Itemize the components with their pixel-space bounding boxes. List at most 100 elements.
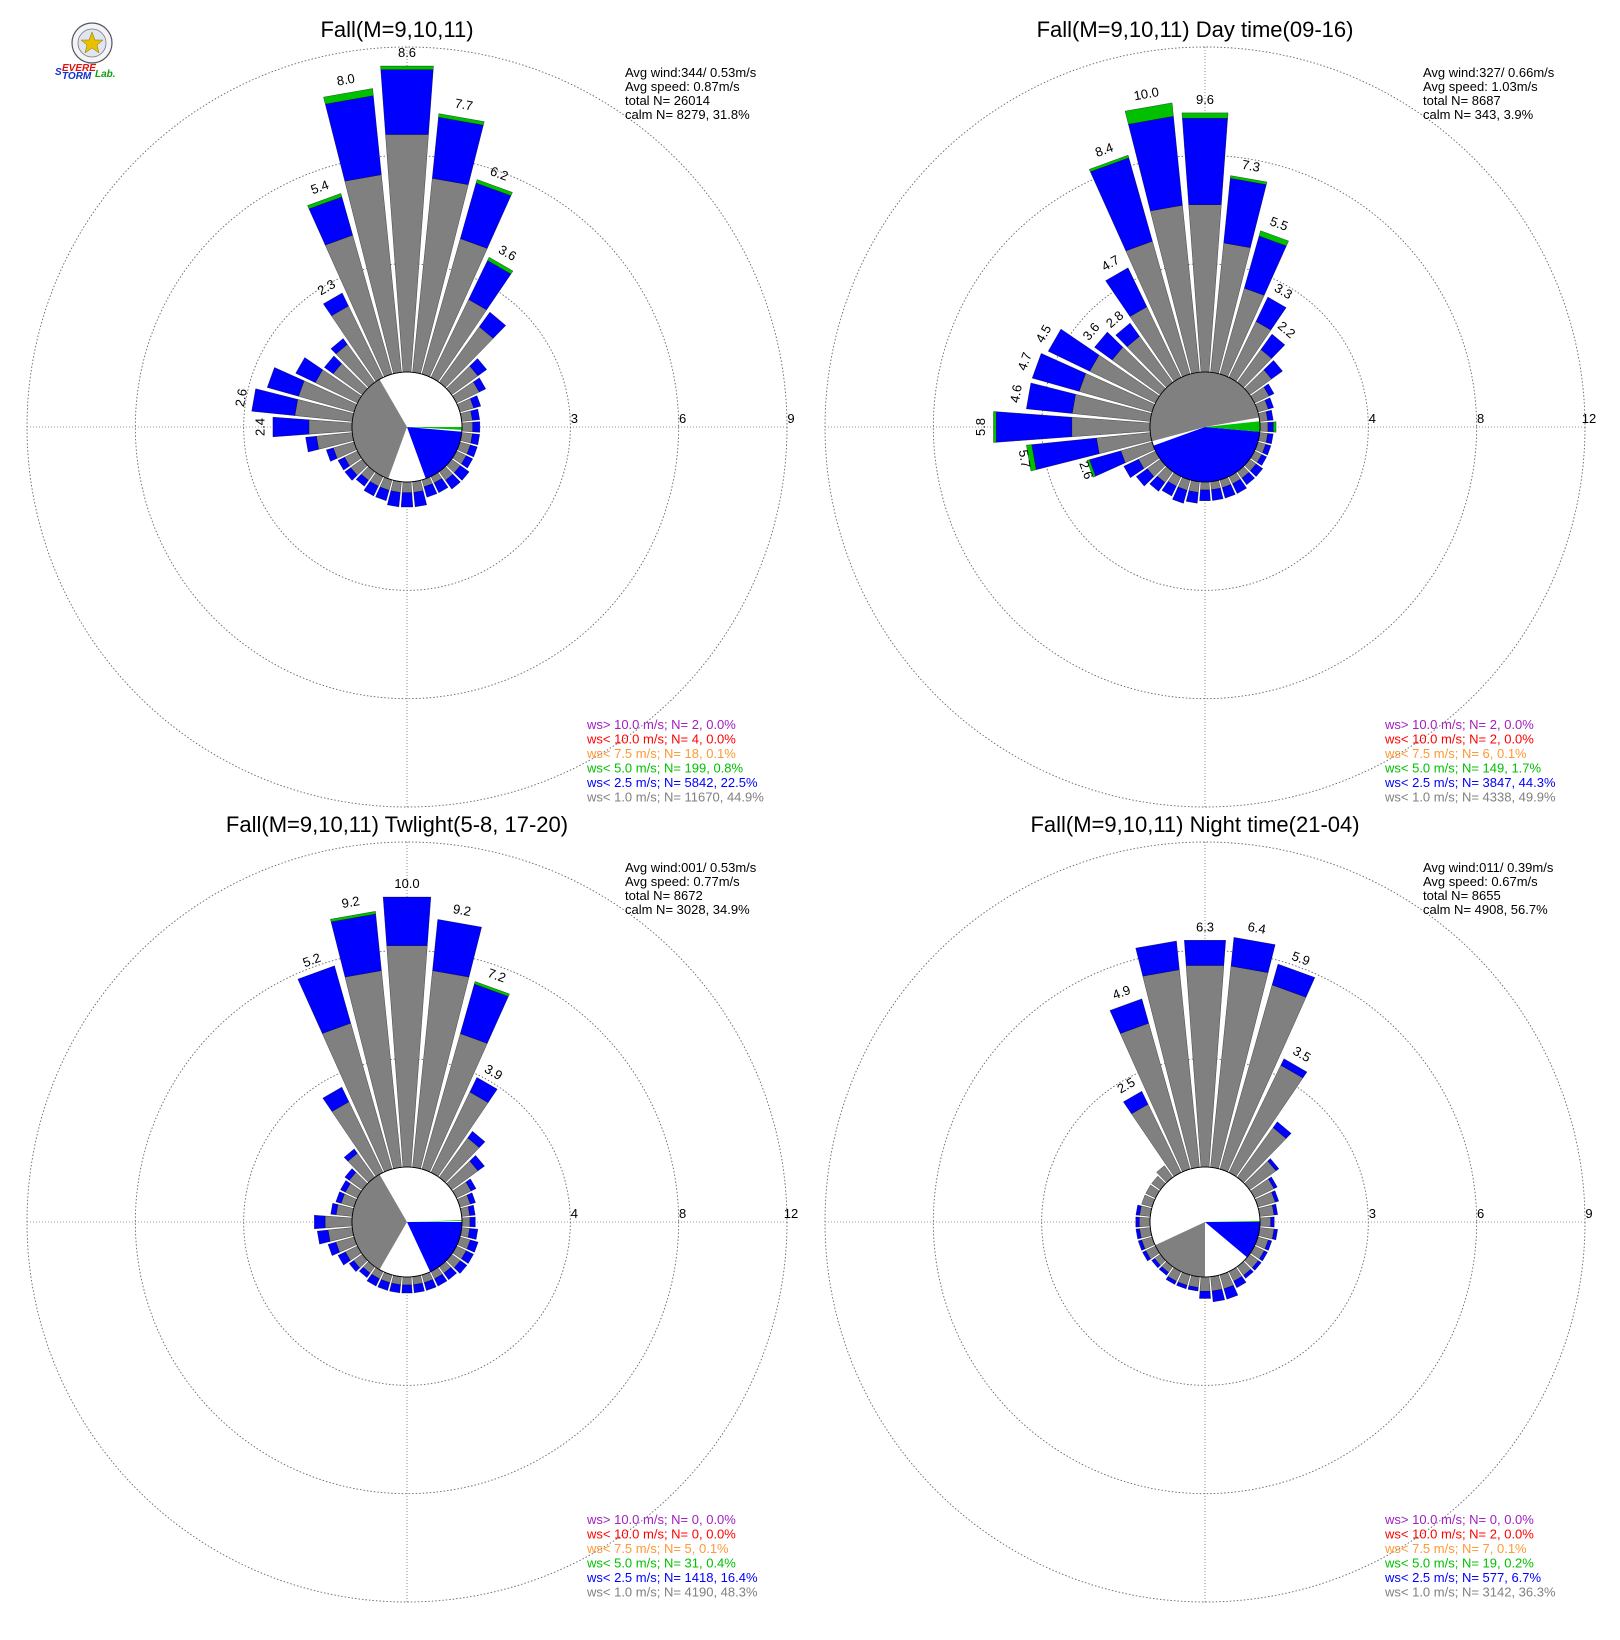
- bar-total-label: 5.8: [973, 418, 988, 436]
- wind-bar-lt5: [1088, 154, 1130, 172]
- wind-bar-lt1: [1210, 1275, 1223, 1292]
- legend-entry: ws< 7.5 m/s; N= 5, 0.1%: [586, 1541, 729, 1556]
- wind-bar-lt2_5: [1255, 296, 1287, 331]
- wind-bar-lt5: [1230, 175, 1268, 185]
- wind-bar-lt1: [1139, 1205, 1152, 1217]
- wind-bar-lt1: [402, 1276, 412, 1286]
- wind-bar-lt2_5: [1263, 383, 1275, 397]
- wind-bar-lt2_5: [1032, 353, 1086, 392]
- legend-entry: ws> 10.0 m/s; N= 2, 0.0%: [1384, 717, 1534, 732]
- stat-line: calm N= 8279, 31.8%: [625, 107, 750, 122]
- stat-line: Avg wind:011/ 0.39m/s: [1423, 860, 1554, 875]
- wind-bar-lt2_5: [1241, 472, 1255, 486]
- wind-bar-lt2_5: [1272, 1203, 1278, 1216]
- wind-bar-lt1: [1200, 481, 1210, 491]
- chart-title: Fall(M=9,10,11) Twlight(5-8, 17-20): [226, 812, 568, 837]
- wind-bar-lt5: [323, 88, 374, 105]
- bar-total-label: 10.0: [1132, 84, 1160, 103]
- wind-bar-lt2_5: [1272, 1121, 1292, 1139]
- wind-bar-lt2_5: [1263, 360, 1283, 380]
- legend-entry: ws< 10.0 m/s; N= 2, 0.0%: [1384, 1527, 1534, 1542]
- wind-bar-lt2_5: [1047, 328, 1100, 372]
- wind-bar-lt2_5: [443, 1267, 457, 1281]
- wind-bar-lt1: [324, 1215, 353, 1229]
- legend-entry: ws< 7.5 m/s; N= 6, 0.1%: [1384, 746, 1527, 761]
- wind-bar-lt2_5: [1187, 1285, 1199, 1292]
- wind-bar-lt2_5: [1142, 1250, 1151, 1262]
- legend-entry: ws< 2.5 m/s; N= 1418, 16.4%: [586, 1570, 758, 1585]
- wind-bar-lt2_5: [1222, 484, 1236, 499]
- wind-bar-lt2_5: [1161, 481, 1177, 497]
- wind-bar-lt1: [1259, 1217, 1271, 1227]
- wind-bar-lt2_5: [1186, 490, 1199, 504]
- bar-total-label: 5.2: [301, 950, 323, 970]
- wind-bar-lt2_5: [337, 1251, 351, 1266]
- wind-bar-lt2_5: [1230, 937, 1276, 973]
- bar-total-label: 7.2: [486, 965, 508, 985]
- wind-bar-lt2_5: [453, 1260, 468, 1274]
- wind-bar-lt2_5: [1267, 421, 1274, 433]
- bar-total-label: 3.3: [1272, 280, 1295, 302]
- legend-entry: ws< 7.5 m/s; N= 18, 0.1%: [586, 746, 736, 761]
- wind-bar-lt5: [438, 113, 485, 126]
- bar-total-label: 9.2: [452, 901, 472, 919]
- range-ring-label: 9: [787, 411, 794, 426]
- wind-bar-lt2_5: [343, 1148, 358, 1162]
- wind-bar-lt2_5: [1232, 479, 1247, 494]
- wind-bar-lt2_5: [1199, 1291, 1211, 1299]
- calm-sector-blue: [1205, 1222, 1260, 1258]
- calm-sector-green: [1205, 421, 1260, 432]
- calm-sector-blue: [407, 427, 462, 479]
- bar-total-label: 9.2: [340, 893, 360, 911]
- wind-rose-fall-daytime: 4 8 12 9.6 7.3 5.5 3.3 2.2 2.6 5.7 5.8 4.6 4.7 4.5 3.6…: [824, 17, 1596, 808]
- wind-bar-lt2_5: [375, 486, 390, 501]
- bar-total-label: 4.6: [1007, 383, 1025, 403]
- calm-sector-green: [407, 427, 462, 430]
- legend-entry: ws< 10.0 m/s; N= 4, 0.0%: [586, 732, 736, 747]
- wind-bar-lt5: [1181, 112, 1229, 119]
- wind-bar-lt2_5: [1137, 1239, 1146, 1251]
- wind-bar-lt2_5: [473, 377, 486, 393]
- legend-entry: ws< 1.0 m/s; N= 4190, 48.3%: [586, 1585, 758, 1600]
- wind-bar-lt2_5: [466, 1239, 479, 1253]
- legend-entry: ws< 7.5 m/s; N= 7, 0.1%: [1384, 1541, 1527, 1556]
- wind-bar-lt2_5: [314, 1215, 326, 1229]
- calm-sector-gray: [352, 379, 407, 479]
- wind-bar-lt2_5: [1233, 1276, 1247, 1288]
- wind-bar-lt2_5: [1172, 486, 1188, 504]
- chart-title: Fall(M=9,10,11) Night time(21-04): [1030, 812, 1359, 837]
- stat-line: Avg wind:344/ 0.53m/s: [625, 65, 757, 80]
- wind-bar-lt2_5: [1280, 1058, 1308, 1079]
- wind-bar-lt1: [1139, 1217, 1151, 1227]
- chart-title: Fall(M=9,10,11) Day time(09-16): [1037, 17, 1354, 42]
- wind-bar-lt2_5: [1243, 1268, 1254, 1279]
- wind-bar-lt2_5: [413, 1283, 425, 1294]
- stat-line: calm N= 3028, 34.9%: [625, 902, 750, 917]
- wind-bar-lt5: [380, 65, 434, 70]
- wind-bar-lt2_5: [1211, 488, 1224, 501]
- calm-sector-gray: [1150, 371, 1260, 442]
- wind-bar-lt2_5: [348, 1260, 361, 1272]
- stat-line: total N= 26014: [625, 93, 710, 108]
- wind-bar-lt2_5: [340, 1180, 351, 1193]
- wind-bar-lt2_5: [1250, 463, 1264, 477]
- wind-bar-lt2_5: [363, 481, 379, 497]
- bar-total-label: 4.7: [1099, 252, 1122, 274]
- range-ring-label: 4: [571, 1206, 578, 1221]
- legend-entry: ws< 2.5 m/s; N= 577, 6.7%: [1384, 1570, 1542, 1585]
- wind-bar-lt2_5: [389, 1283, 401, 1294]
- bar-total-label: 3.6: [496, 242, 519, 264]
- wind-bar-lt5: [307, 193, 343, 210]
- bar-total-label: 4.5: [1032, 322, 1054, 345]
- range-ring-label: 8: [679, 1206, 686, 1221]
- wind-bar-lt2_5: [1109, 998, 1149, 1034]
- wind-bar-lt2_5: [1026, 382, 1076, 414]
- wind-bar-lt2_5: [469, 1216, 476, 1228]
- wind-rose-fall-nighttime: 3 6 9 6.3 6.4 5.9 3.5 2.5 4.9 Fall(M=9,10,11) Nig…: [824, 812, 1593, 1603]
- stat-line: Avg speed: 1.03m/s: [1423, 79, 1538, 94]
- legend-entry: ws< 2.5 m/s; N= 3847, 44.3%: [1384, 775, 1556, 790]
- wind-bar-lt2_5: [461, 455, 473, 469]
- wind-bar-lt2_5: [1211, 1289, 1225, 1303]
- wind-bar-lt2_5: [469, 1077, 498, 1103]
